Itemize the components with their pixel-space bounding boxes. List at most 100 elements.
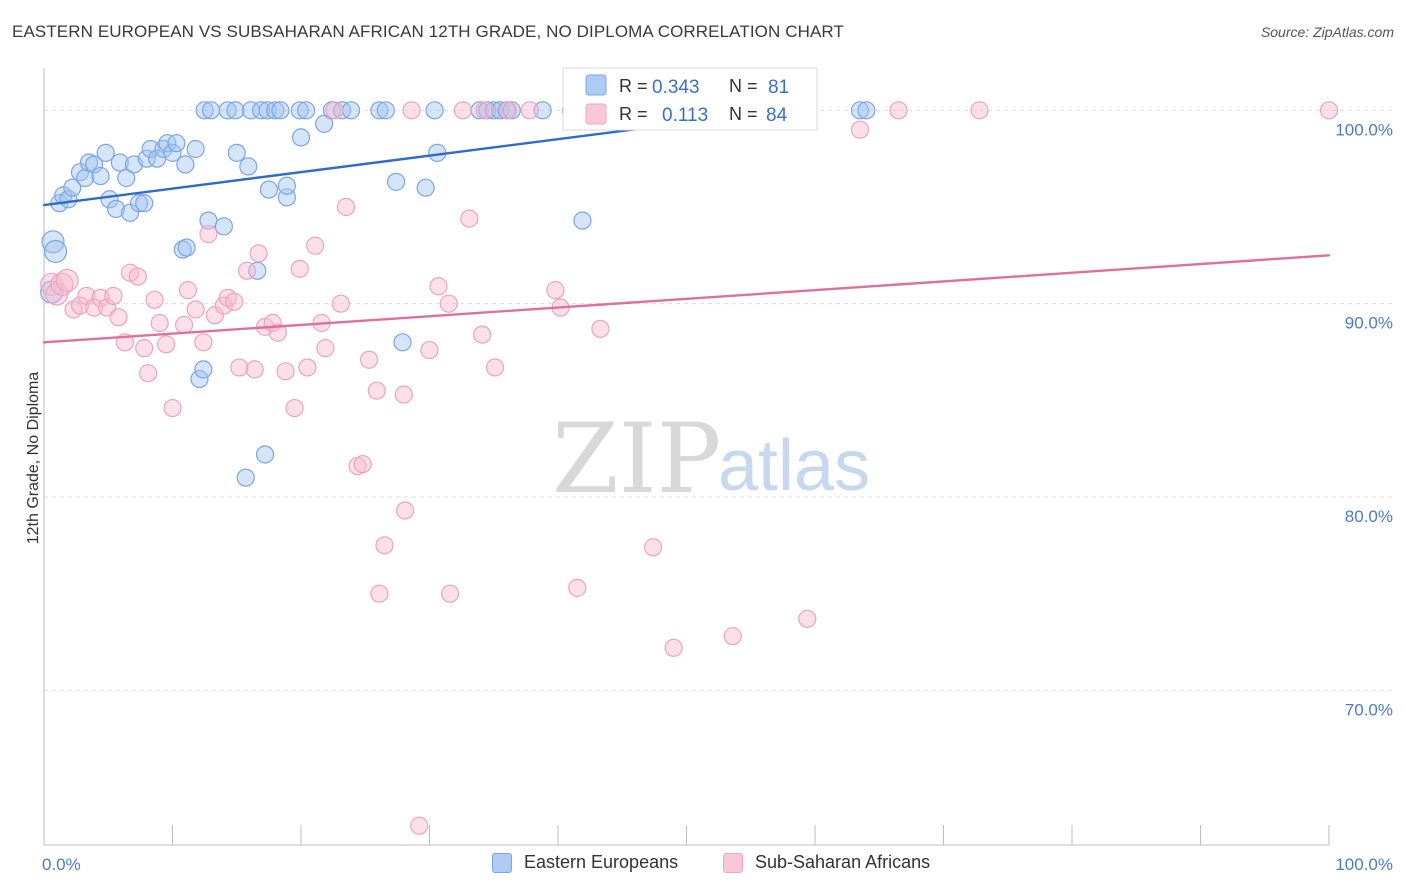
point-sub-saharan-africans-69 (723, 627, 742, 646)
point-sub-saharan-africans-40 (298, 358, 317, 377)
x-tick-label-0: 0.0% (42, 855, 81, 874)
point-sub-saharan-africans-49 (367, 381, 386, 400)
point-sub-saharan-africans-37 (276, 362, 295, 381)
point-eastern-europeans-65 (370, 101, 389, 120)
legend-swatch-blue (585, 74, 607, 96)
point-eastern-europeans-74 (533, 101, 552, 120)
point-eastern-europeans-44 (291, 128, 311, 147)
point-sub-saharan-africans-14 (128, 267, 147, 286)
point-sub-saharan-africans-25 (199, 224, 218, 244)
chart-source: Source: ZipAtlas.com (1260, 24, 1394, 40)
point-eastern-europeans-36 (227, 143, 246, 162)
point-eastern-europeans-20 (135, 194, 154, 213)
point-eastern-europeans-29 (186, 139, 205, 159)
point-eastern-europeans-64 (342, 101, 361, 120)
y-tick-label-3: 100.0% (1335, 120, 1393, 139)
x-tick-label-1: 100.0% (1335, 855, 1393, 874)
point-eastern-europeans-12 (96, 143, 115, 162)
point-sub-saharan-africans-5 (70, 296, 90, 315)
point-sub-saharan-africans-59 (460, 209, 479, 228)
point-sub-saharan-africans-82 (970, 101, 989, 120)
legend-r-value-1: 0.343 (652, 77, 700, 98)
point-eastern-europeans-28 (176, 155, 195, 174)
point-sub-saharan-africans-52 (394, 385, 413, 404)
point-sub-saharan-africans-51 (375, 536, 394, 555)
point-sub-saharan-africans-29 (225, 292, 244, 311)
legend-swatch-eastern-europeans (492, 852, 512, 873)
point-eastern-europeans-14 (106, 199, 126, 219)
point-sub-saharan-africans-47 (353, 455, 372, 474)
point-eastern-europeans-31 (177, 238, 196, 257)
point-eastern-europeans-37 (239, 157, 258, 176)
point-eastern-europeans-59 (271, 101, 290, 120)
point-eastern-europeans-54 (226, 101, 245, 120)
point-eastern-europeans-16 (117, 168, 136, 188)
point-sub-saharan-africans-68 (664, 638, 683, 657)
point-sub-saharan-africans-67 (643, 538, 663, 557)
y-tick-label-2: 90.0% (1345, 314, 1393, 333)
point-sub-saharan-africans-48 (360, 350, 379, 369)
point-sub-saharan-africans-9 (97, 298, 117, 317)
point-sub-saharan-africans-71 (410, 816, 429, 835)
point-sub-saharan-africans-56 (429, 277, 448, 296)
point-eastern-europeans-51 (195, 101, 214, 120)
point-sub-saharan-africans-33 (249, 244, 268, 263)
legend-n-label-2: N = (729, 104, 758, 124)
point-sub-saharan-africans-61 (485, 358, 505, 377)
point-sub-saharan-africans-70 (798, 609, 817, 628)
legend-item-sub-saharan-africans[interactable]: Sub-Saharan Africans (723, 852, 930, 873)
point-eastern-europeans-47 (393, 333, 412, 352)
watermark: ZIP atlas (552, 403, 870, 515)
point-eastern-europeans-66 (376, 101, 395, 120)
point-sub-saharan-africans-21 (174, 315, 194, 335)
watermark-atlas: atlas (718, 426, 870, 506)
point-sub-saharan-africans-44 (331, 294, 350, 313)
point-sub-saharan-africans-30 (230, 358, 249, 377)
point-eastern-europeans-19 (129, 194, 149, 213)
legend-n-label-1: N = (729, 76, 758, 96)
point-eastern-europeans-21 (137, 149, 156, 168)
point-eastern-europeans-35 (214, 217, 233, 236)
point-sub-saharan-africans-10 (104, 286, 123, 306)
point-sub-saharan-africans-75 (498, 101, 517, 120)
legend-label-eastern-europeans: Eastern Europeans (524, 852, 679, 872)
point-sub-saharan-africans-62 (520, 101, 539, 120)
point-eastern-europeans-53 (218, 101, 237, 120)
legend-swatch-pink (585, 103, 607, 125)
legend-n-value-2: 84 (766, 105, 788, 126)
point-sub-saharan-africans-18 (150, 313, 169, 333)
point-sub-saharan-africans-16 (138, 364, 158, 383)
point-eastern-europeans-61 (297, 101, 316, 120)
point-eastern-europeans-48 (416, 178, 435, 197)
point-sub-saharan-africans-7 (85, 298, 104, 317)
stats-legend: R = 0.343 N = 81 R = 0.113 N = 84 (562, 67, 818, 131)
point-eastern-europeans-22 (141, 139, 160, 159)
point-eastern-europeans-43 (277, 176, 296, 195)
point-eastern-europeans-50 (573, 211, 592, 230)
point-eastern-europeans-57 (258, 101, 277, 120)
point-sub-saharan-africans-17 (145, 290, 164, 309)
point-eastern-europeans-26 (163, 143, 182, 162)
grid-lines (44, 109, 1392, 691)
point-eastern-europeans-32 (190, 369, 209, 389)
legend-r-label-2: R = (619, 104, 648, 124)
trend-line-sub-saharan-africans (42, 254, 1331, 344)
point-sub-saharan-africans-11 (109, 308, 128, 327)
legend-n-value-1: 81 (768, 77, 789, 98)
point-sub-saharan-africans-43 (316, 339, 335, 358)
point-sub-saharan-africans-80 (850, 120, 870, 139)
legend-item-eastern-europeans[interactable]: Eastern Europeans (492, 852, 678, 873)
point-eastern-europeans-39 (255, 445, 275, 464)
point-sub-saharan-africans-41 (306, 236, 325, 255)
chart-title: EASTERN EUROPEAN VS SUBSAHARAN AFRICAN 1… (12, 22, 844, 41)
point-sub-saharan-africans-83 (1319, 101, 1339, 120)
point-sub-saharan-africans-63 (546, 281, 565, 300)
y-axis-label: 12th Grade, No Diploma (25, 372, 42, 545)
y-tick-label-1: 80.0% (1345, 507, 1393, 526)
point-eastern-europeans-45 (315, 114, 334, 133)
point-sub-saharan-africans-57 (439, 294, 458, 313)
x-tick-labels: 0.0% 100.0% (42, 855, 1393, 874)
point-sub-saharan-africans-73 (453, 101, 473, 120)
point-eastern-europeans-2 (43, 239, 68, 264)
